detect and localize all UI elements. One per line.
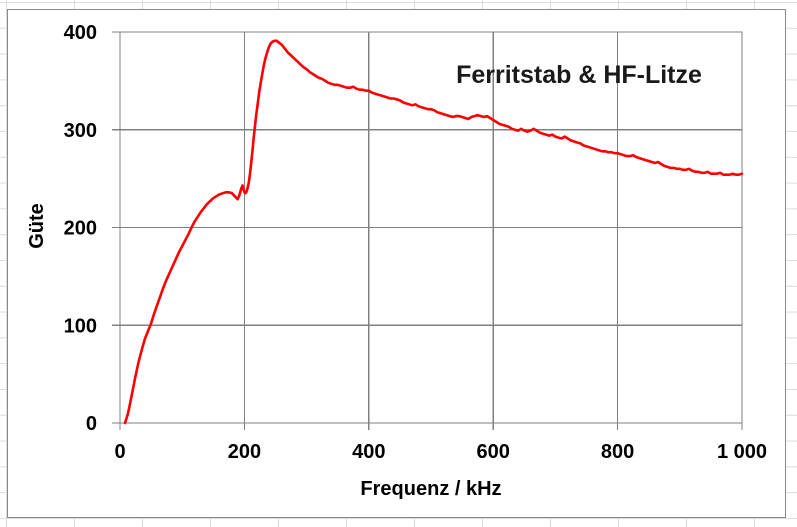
y-tick-label-300: 300 <box>64 120 97 142</box>
y-tick-label-0: 0 <box>86 413 97 435</box>
series-layer <box>123 39 744 425</box>
y-tick-label-100: 100 <box>64 315 97 337</box>
chart-title: Ferritstab & HF-Litze <box>456 61 702 89</box>
y-axis-title: Güte <box>26 203 48 249</box>
y-tick-label-200: 200 <box>64 218 97 240</box>
x-tick-label-0: 0 <box>114 441 125 463</box>
x-tick-label-800: 800 <box>601 441 634 463</box>
x-tick-label-1000: 1 000 <box>717 441 767 463</box>
tick-marks-layer <box>112 31 743 430</box>
tick-labels-layer: 0 200 400 600 800 1 000 0 100 200 300 400 <box>64 22 767 463</box>
x-axis-title: Frequenz / kHz <box>360 478 501 500</box>
x-tick-label-600: 600 <box>477 441 510 463</box>
chart-frame[interactable]: 0 200 400 600 800 1 000 0 100 200 300 400 Ferritst… <box>7 9 786 518</box>
grid-layer <box>119 31 743 424</box>
series-line-Güte <box>123 39 744 425</box>
x-tick-label-400: 400 <box>352 441 385 463</box>
y-tick-label-400: 400 <box>64 22 97 44</box>
chart-svg: 0 200 400 600 800 1 000 0 100 200 300 400 Ferritst… <box>26 22 767 500</box>
x-tick-label-200: 200 <box>228 441 261 463</box>
